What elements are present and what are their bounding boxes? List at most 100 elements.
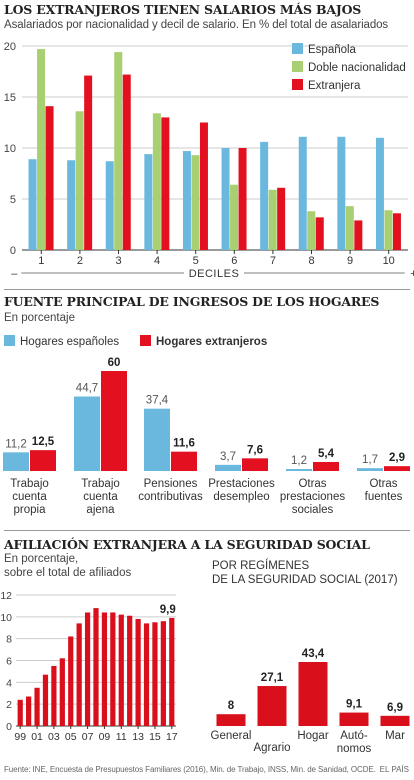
category-label: General — [211, 730, 252, 742]
bar — [51, 665, 57, 726]
data-label: 9,1 — [346, 699, 363, 711]
section3-subtitle-line2: sobre el total de afiliados — [4, 567, 132, 579]
data-label: 11,6 — [173, 438, 195, 450]
bar — [337, 136, 346, 250]
bar — [260, 141, 269, 250]
bar — [160, 621, 166, 726]
bar — [268, 189, 277, 250]
affiliation-trend-chart: 0 2 4 6 8 10 12 99 01 03 05 07 09 11 13 15 17 9,9 — [0, 590, 177, 743]
section3-subtitle-line1: En porcentaje, — [4, 553, 79, 565]
legend-label: Doble nacionalidad — [308, 62, 406, 74]
bar — [286, 469, 312, 471]
bar — [76, 623, 82, 726]
x-tick-label: 07 — [82, 731, 94, 743]
y-tick-label: 0 — [10, 245, 16, 257]
y-tick-label: 2 — [6, 699, 12, 711]
data-label: 5,4 — [318, 448, 335, 460]
y-tick-label: 15 — [4, 92, 16, 104]
bar — [144, 154, 153, 250]
bar — [74, 396, 100, 471]
data-label: 37,4 — [146, 395, 169, 407]
bar — [67, 160, 76, 250]
x-tick-label: 1 — [38, 255, 44, 267]
category-label: cuenta — [12, 491, 47, 503]
y-tick-label: 4 — [6, 677, 12, 689]
category-label: sociales — [292, 504, 334, 516]
bar — [84, 612, 91, 726]
section2-title: FUENTE PRINCIPAL DE INGRESOS DE LOS HOGA… — [4, 294, 380, 309]
section3-right-title-line2: DE LA SEGURIDAD SOCIAL (2017) — [212, 574, 398, 586]
category-label: cuenta — [83, 491, 118, 503]
data-label: 1,2 — [291, 455, 307, 467]
category-label: nomos — [337, 743, 372, 755]
bar — [68, 636, 74, 726]
legend-label: Hogares españoles — [20, 336, 119, 348]
section1-title: LOS EXTRANJEROS TIENEN SALARIOS MÁS BAJO… — [4, 2, 362, 17]
x-tick-label: 99 — [14, 731, 26, 743]
y-tick-label: 10 — [4, 143, 16, 155]
section3-title: AFILIACIÓN EXTRANJERA A LA SEGURIDAD SOC… — [4, 537, 370, 552]
bar — [277, 187, 286, 250]
bar — [110, 612, 116, 726]
category-label: Otras — [298, 478, 326, 490]
y-tick-label: 20 — [4, 41, 16, 53]
data-label: 27,1 — [261, 672, 284, 684]
x-tick-label: 7 — [270, 255, 276, 267]
category-label: prestaciones — [280, 491, 345, 503]
data-label: 8 — [228, 700, 235, 712]
bar — [230, 184, 239, 250]
bar — [216, 714, 246, 726]
data-label: 2,9 — [389, 452, 405, 464]
bar — [122, 74, 131, 250]
category-label: Mar — [385, 730, 405, 742]
bar — [298, 662, 328, 726]
bar — [143, 623, 150, 726]
legend-swatch — [4, 335, 15, 346]
bar — [298, 136, 307, 250]
bar — [127, 615, 133, 726]
y-tick-label: 5 — [10, 194, 16, 206]
y-tick-label: 8 — [6, 634, 12, 646]
bar — [215, 464, 241, 471]
axis-plus-label: + — [410, 268, 414, 280]
x-tick-label: 10 — [383, 255, 395, 267]
legend-label: Española — [308, 44, 357, 56]
bar — [135, 619, 141, 726]
bar — [34, 687, 40, 726]
bar — [101, 371, 127, 471]
y-tick-label: 0 — [6, 721, 12, 733]
end-value-label: 9,9 — [160, 604, 176, 616]
category-label: Hogar — [297, 730, 328, 742]
bar — [45, 106, 54, 251]
bar — [384, 210, 393, 250]
affiliation-regime-chart: 8 General 27,1 Agrario 43,4 Hogar 9,1 Autó-nomo… — [211, 648, 410, 755]
bar — [42, 674, 49, 726]
data-label: 12,5 — [32, 436, 55, 448]
y-tick-label: 10 — [0, 612, 12, 624]
bar — [257, 686, 287, 726]
bar — [30, 450, 56, 471]
category-label: Agrario — [253, 742, 290, 754]
x-tick-label: 8 — [308, 255, 314, 267]
category-label: contributivas — [138, 491, 203, 503]
data-label: 1,7 — [362, 454, 378, 466]
bar — [354, 220, 363, 250]
data-label: 3,7 — [220, 451, 236, 463]
x-tick-label: 2 — [77, 255, 83, 267]
x-tick-label: 15 — [149, 731, 161, 743]
x-tick-label: 03 — [48, 731, 60, 743]
source-note: Fuente: INE, Encuesta de Presupuestos Fa… — [4, 765, 376, 774]
x-tick-label: 09 — [99, 731, 111, 743]
legend-swatch — [292, 61, 303, 72]
x-tick-label: 11 — [116, 731, 127, 743]
category-label: propia — [14, 504, 47, 516]
household-income-chart: Hogares españoles Hogares extranjeros 11,2… — [3, 335, 410, 516]
bar — [84, 75, 93, 250]
bar — [28, 159, 37, 250]
bar — [114, 52, 123, 251]
category-label: Prestaciones — [208, 478, 275, 490]
section1-subtitle: Asalariados por nacionalidad y decil de … — [4, 19, 389, 31]
bar — [315, 217, 324, 250]
x-tick-label: 3 — [115, 255, 121, 267]
category-label: ajena — [86, 504, 115, 516]
